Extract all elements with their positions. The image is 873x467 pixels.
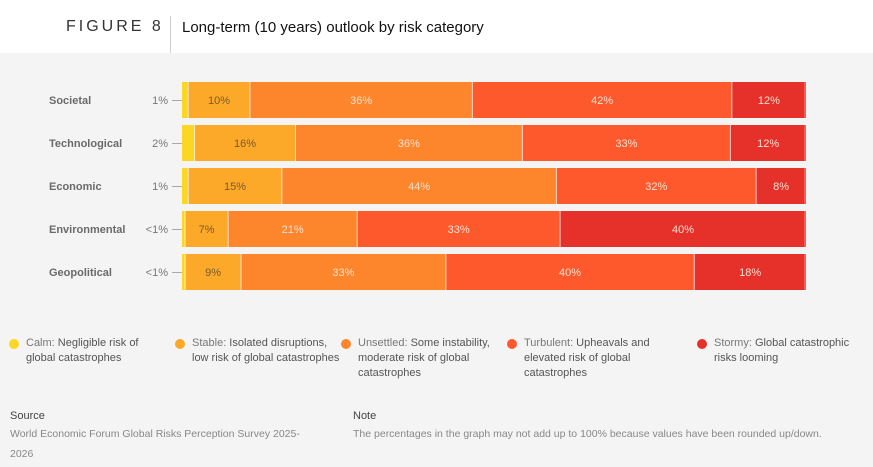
bar-segment-turbulent	[357, 211, 561, 247]
bar-segment-unsettled	[281, 168, 557, 204]
data-label: 7%	[199, 224, 215, 236]
bar-segment-stable	[188, 168, 282, 204]
label-leader-line	[172, 100, 184, 101]
category-label: Technological	[49, 138, 123, 150]
bar-segment-calm	[182, 82, 189, 118]
bar-segment-unsettled	[295, 125, 523, 161]
stacked-bar-chart: 10% 36% 42% 12% 16% 36% 33% 12% 15% 44% 32% 8% 7% 21%…	[182, 82, 806, 290]
data-label: 33%	[615, 138, 637, 150]
bar-segment-stable	[185, 254, 241, 290]
data-label: 33%	[332, 267, 354, 279]
data-label: 21%	[282, 224, 304, 236]
legend-item-unsettled: Unsettled: Some instability, moderate ri…	[341, 336, 508, 381]
bar-segment-calm	[182, 168, 189, 204]
data-label: 36%	[350, 95, 372, 107]
data-label: 9%	[205, 267, 221, 279]
label-leader-line	[172, 272, 184, 273]
data-label: 33%	[448, 224, 470, 236]
legend-name: Unsettled:	[358, 337, 408, 349]
note-heading: Note	[353, 410, 377, 422]
data-label: 18%	[739, 267, 761, 279]
legend-swatch-icon	[697, 339, 707, 349]
bar-segment-calm	[182, 125, 195, 161]
label-leader-line	[172, 229, 184, 230]
figure-header: FIGURE 8 Long-term (10 years) outlook by…	[0, 0, 873, 53]
data-label: 36%	[398, 138, 420, 150]
legend-description: Some instability, moderate risk of globa…	[358, 337, 490, 379]
data-label: 32%	[645, 181, 667, 193]
bar-segment-stormy	[730, 125, 806, 161]
data-label: 15%	[224, 181, 246, 193]
figure-label: FIGURE 8	[66, 18, 164, 35]
label-leader-line	[172, 143, 184, 144]
calm-value-label: <1%	[145, 224, 168, 236]
calm-value-label: 2%	[152, 138, 168, 150]
bar-segment-unsettled	[240, 254, 446, 290]
legend-swatch-icon	[175, 339, 185, 349]
bar-segment-turbulent	[472, 82, 732, 118]
legend-description: Isolated disruptions, low risk of global…	[192, 337, 340, 364]
category-label: Economic	[49, 181, 102, 193]
legend-swatch-icon	[507, 339, 517, 349]
category-label: Environmental	[49, 224, 126, 236]
legend-description: Global catastrophic risks looming	[714, 337, 850, 364]
bar-segment-stormy	[694, 254, 806, 290]
data-label: 44%	[408, 181, 430, 193]
legend-swatch-icon	[341, 339, 351, 349]
data-label: 40%	[559, 267, 581, 279]
legend-description: Negligible risk of global catastrophes	[26, 337, 139, 364]
source-heading: Source	[10, 410, 45, 422]
legend-description: Upheavals and elevated risk of global ca…	[524, 337, 650, 379]
data-label: 42%	[591, 95, 613, 107]
data-label: 10%	[208, 95, 230, 107]
data-label: 8%	[773, 181, 789, 193]
legend-name: Stable:	[192, 337, 227, 349]
bar-segment-stable	[188, 82, 250, 118]
legend-item-stable: Stable: Isolated disruptions, low risk o…	[175, 336, 342, 366]
legend-item-calm: Calm: Negligible risk of global catastro…	[9, 336, 166, 366]
bar-segment-stormy	[756, 168, 806, 204]
figure-title: Long-term (10 years) outlook by risk cat…	[182, 19, 484, 36]
data-label: 12%	[757, 138, 779, 150]
bar-segment-calm	[182, 254, 186, 290]
calm-value-label: 1%	[152, 181, 168, 193]
bar-segment-stormy	[731, 82, 806, 118]
legend-item-turbulent: Turbulent: Upheavals and elevated risk o…	[507, 336, 664, 381]
bar-segment-turbulent	[445, 254, 695, 290]
data-label: 12%	[758, 95, 780, 107]
bar-segment-calm	[182, 211, 186, 247]
data-label: 40%	[672, 224, 694, 236]
bar-segment-turbulent	[522, 125, 731, 161]
bar-segment-unsettled	[228, 211, 358, 247]
data-label: 16%	[234, 138, 256, 150]
legend-name: Stormy:	[714, 337, 752, 349]
bar-segment-stable	[185, 211, 229, 247]
category-label: Societal	[49, 95, 92, 107]
bar-segment-turbulent	[556, 168, 757, 204]
note-text: The percentages in the graph may not add…	[353, 428, 822, 440]
calm-value-label: 1%	[152, 95, 168, 107]
bar-segment-stormy	[560, 211, 806, 247]
legend-name: Calm:	[26, 337, 55, 349]
legend-item-stormy: Stormy: Global catastrophic risks loomin…	[697, 336, 864, 366]
legend-name: Turbulent:	[524, 337, 574, 349]
bar-segment-stable	[194, 125, 296, 161]
source-text: World Economic Forum Global Risks Percep…	[10, 428, 300, 460]
legend-swatch-icon	[9, 339, 19, 349]
bar-segment-unsettled	[249, 82, 473, 118]
category-label: Geopolitical	[49, 267, 112, 279]
label-leader-line	[172, 186, 184, 187]
header-divider	[170, 16, 171, 53]
calm-value-label: <1%	[145, 267, 168, 279]
